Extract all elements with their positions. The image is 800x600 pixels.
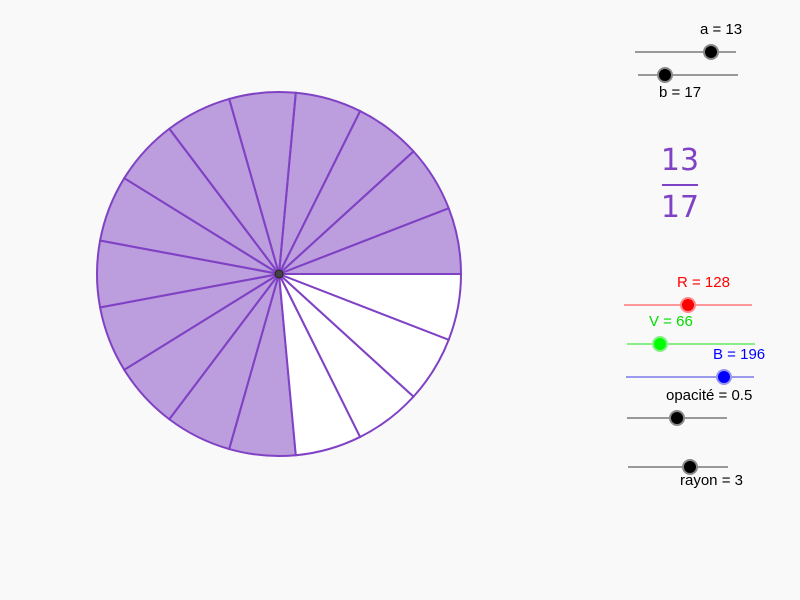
slider-b[interactable] (638, 65, 738, 85)
slider-opacite[interactable] (627, 408, 727, 428)
slider-a-knob[interactable] (703, 44, 719, 60)
slider-b-blue-label: B = 196 (713, 346, 766, 363)
slider-r[interactable] (624, 295, 752, 315)
slider-a-track[interactable] (635, 51, 736, 53)
slider-b-knob[interactable] (657, 67, 673, 83)
slider-rayon-knob[interactable] (682, 459, 698, 475)
slider-a[interactable] (635, 42, 736, 62)
slider-v-label: V = 66 (649, 313, 693, 330)
slider-b-blue-knob[interactable] (716, 369, 732, 385)
slider-b-blue-track[interactable] (626, 376, 754, 378)
slider-b-label: b = 17 (659, 84, 702, 101)
pie-slice-empty (278, 273, 463, 342)
slider-v-track[interactable] (627, 343, 755, 345)
slider-r-label: R = 128 (677, 274, 730, 291)
slider-v-knob[interactable] (652, 336, 668, 352)
slider-rayon-label: rayon = 3 (680, 472, 743, 489)
slider-b-blue[interactable] (626, 367, 754, 387)
slider-b-track[interactable] (638, 74, 738, 76)
fraction-numerator: 13 (660, 143, 700, 178)
fraction-denominator: 17 (660, 190, 700, 225)
slider-r-knob[interactable] (680, 297, 696, 313)
slider-a-label: a = 13 (700, 21, 743, 38)
slider-rayon[interactable] (628, 457, 728, 477)
fraction-display: 13 17 (655, 143, 705, 226)
fraction-pie (96, 91, 463, 457)
slider-opacite-label: opacité = 0.5 (666, 387, 753, 404)
slider-v[interactable] (627, 334, 755, 354)
slider-rayon-track[interactable] (628, 466, 728, 468)
center-point[interactable] (274, 269, 284, 279)
slider-opacite-knob[interactable] (669, 410, 685, 426)
fraction-bar (662, 184, 698, 186)
